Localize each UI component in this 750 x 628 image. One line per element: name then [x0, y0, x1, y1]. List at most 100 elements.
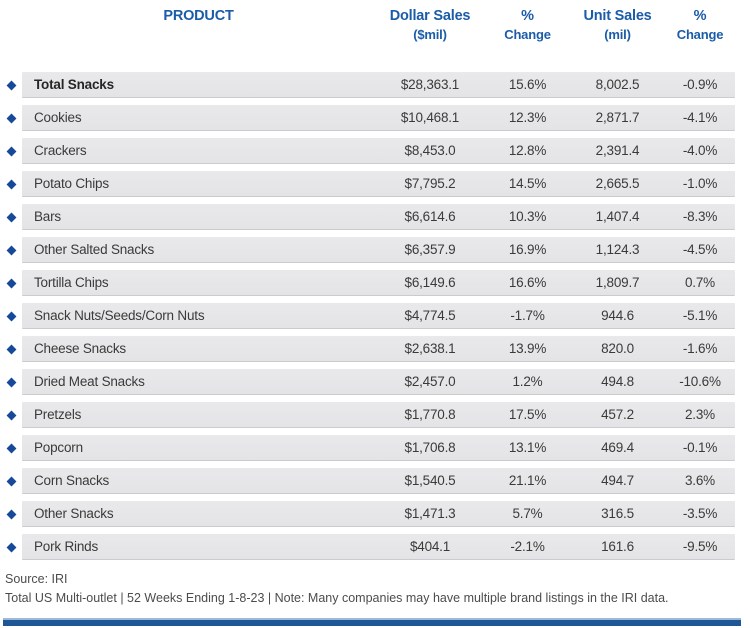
unit-pct-change-value: -8.3% [682, 209, 718, 224]
dollar-sales-value: $6,149.6 [404, 275, 456, 290]
header-dollar-sales-label: Dollar Sales [389, 8, 471, 24]
diamond-bullet-wrap [6, 435, 22, 461]
unit-sales-value: 1,124.3 [595, 242, 640, 257]
dollar-sales-value: $2,457.0 [404, 374, 456, 389]
unit-pct-change-value: -5.1% [682, 308, 718, 323]
header-dollar-pct-change: % Change [485, 8, 570, 72]
row-band: Dried Meat Snacks $2,457.0 1.2% 494.8 -1… [22, 369, 735, 395]
product-name: Other Snacks [34, 506, 114, 521]
dollar-pct-change-value: 16.6% [508, 275, 547, 290]
header-dollar-sales: Dollar Sales ($mil) [375, 8, 485, 72]
dollar-pct-change-value: 13.1% [508, 440, 547, 455]
unit-pct-change-value: -1.0% [682, 176, 718, 191]
header-unit-sales-label: Unit Sales [583, 8, 652, 24]
dollar-pct-change-value: -2.1% [510, 539, 545, 554]
dollar-pct-change-value: 12.8% [508, 143, 547, 158]
header-product-label: PRODUCT [163, 8, 234, 24]
diamond-bullet-wrap [6, 369, 22, 395]
diamond-bullet-icon [6, 245, 17, 255]
table-row: Other Salted Snacks $6,357.9 16.9% 1,124… [0, 237, 750, 263]
row-band: Potato Chips $7,795.2 14.5% 2,665.5 -1.0… [22, 171, 735, 197]
diamond-bullet-wrap [6, 105, 22, 131]
diamond-bullet-wrap [6, 402, 22, 428]
dollar-pct-change-value: 17.5% [508, 407, 547, 422]
dollar-pct-change-value: 5.7% [512, 506, 543, 521]
dollar-pct-change-value: -1.7% [510, 308, 545, 323]
diamond-bullet-icon [6, 344, 17, 354]
diamond-bullet-wrap [6, 534, 22, 560]
header-dollar-sales-sub: ($mil) [413, 27, 447, 43]
unit-sales-value: 494.7 [601, 473, 634, 488]
diamond-bullet-icon [6, 509, 17, 519]
product-name: Cheese Snacks [34, 341, 126, 356]
unit-sales-value: 944.6 [601, 308, 634, 323]
source-line: Source: IRI [5, 572, 68, 586]
row-band: Pretzels $1,770.8 17.5% 457.2 2.3% [22, 402, 735, 428]
header-dollar-pct-change-label: % [521, 8, 534, 24]
unit-pct-change-value: 3.6% [685, 473, 715, 488]
unit-sales-value: 1,407.4 [595, 209, 640, 224]
unit-sales-value: 316.5 [601, 506, 634, 521]
dollar-sales-value: $6,614.6 [404, 209, 456, 224]
dollar-pct-change-value: 10.3% [508, 209, 547, 224]
unit-pct-change-value: -0.1% [682, 440, 718, 455]
dollar-sales-value: $6,357.9 [404, 242, 456, 257]
diamond-bullet-icon [6, 410, 17, 420]
table-row: Corn Snacks $1,540.5 21.1% 494.7 3.6% [0, 468, 750, 494]
unit-pct-change-value: 0.7% [685, 275, 715, 290]
product-name: Dried Meat Snacks [34, 374, 145, 389]
header-unit-pct-change-sub: Change [676, 27, 724, 43]
row-band: Total Snacks $28,363.1 15.6% 8,002.5 -0.… [22, 72, 735, 98]
table-row: Cheese Snacks $2,638.1 13.9% 820.0 -1.6% [0, 336, 750, 362]
unit-pct-change-value: -4.5% [682, 242, 718, 257]
dollar-pct-change-value: 15.6% [508, 77, 547, 92]
diamond-bullet-icon [6, 212, 17, 222]
dollar-sales-value: $10,468.1 [400, 110, 460, 125]
product-name: Pretzels [34, 407, 82, 422]
table-row: Crackers $8,453.0 12.8% 2,391.4 -4.0% [0, 138, 750, 164]
dollar-pct-change-value: 16.9% [508, 242, 547, 257]
table-row: Total Snacks $28,363.1 15.6% 8,002.5 -0.… [0, 72, 750, 98]
unit-pct-change-value: -9.5% [682, 539, 718, 554]
product-name: Tortilla Chips [34, 275, 109, 290]
unit-sales-value: 820.0 [601, 341, 634, 356]
diamond-bullet-wrap [6, 171, 22, 197]
dollar-pct-change-value: 14.5% [508, 176, 547, 191]
unit-pct-change-value: -4.1% [682, 110, 718, 125]
diamond-bullet-icon [6, 377, 17, 387]
diamond-bullet-wrap [6, 303, 22, 329]
dollar-sales-value: $1,540.5 [404, 473, 456, 488]
row-band: Corn Snacks $1,540.5 21.1% 494.7 3.6% [22, 468, 735, 494]
unit-pct-change-value: -10.6% [679, 374, 721, 389]
table-footer: Source: IRI Total US Multi-outlet | 52 W… [5, 570, 750, 608]
table-row: Pork Rinds $404.1 -2.1% 161.6 -9.5% [0, 534, 750, 560]
diamond-bullet-wrap [6, 204, 22, 230]
product-name: Potato Chips [34, 176, 109, 191]
diamond-bullet-icon [6, 179, 17, 189]
diamond-bullet-icon [6, 542, 17, 552]
product-name: Pork Rinds [34, 539, 99, 554]
table-row: Pretzels $1,770.8 17.5% 457.2 2.3% [0, 402, 750, 428]
table-row: Snack Nuts/Seeds/Corn Nuts $4,774.5 -1.7… [0, 303, 750, 329]
dollar-sales-value: $2,638.1 [404, 341, 456, 356]
diamond-bullet-wrap [6, 336, 22, 362]
diamond-bullet-icon [6, 278, 17, 288]
dollar-pct-change-value: 1.2% [512, 374, 543, 389]
dollar-sales-value: $28,363.1 [400, 77, 460, 92]
unit-sales-value: 161.6 [601, 539, 634, 554]
diamond-bullet-wrap [6, 270, 22, 296]
unit-sales-value: 494.8 [601, 374, 634, 389]
product-name: Popcorn [34, 440, 83, 455]
table-row: Other Snacks $1,471.3 5.7% 316.5 -3.5% [0, 501, 750, 527]
product-name: Bars [34, 209, 61, 224]
unit-sales-value: 2,391.4 [595, 143, 640, 158]
unit-sales-value: 469.4 [601, 440, 634, 455]
unit-sales-value: 2,871.7 [595, 110, 640, 125]
row-band: Snack Nuts/Seeds/Corn Nuts $4,774.5 -1.7… [22, 303, 735, 329]
diamond-bullet-icon [6, 146, 17, 156]
table-row: Dried Meat Snacks $2,457.0 1.2% 494.8 -1… [0, 369, 750, 395]
row-band: Cheese Snacks $2,638.1 13.9% 820.0 -1.6% [22, 336, 735, 362]
unit-sales-value: 1,809.7 [595, 275, 640, 290]
diamond-bullet-icon [6, 311, 17, 321]
